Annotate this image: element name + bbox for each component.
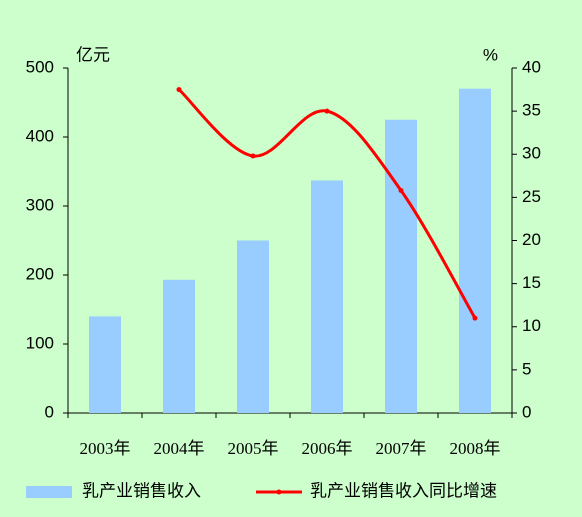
legend-swatch-point: [276, 489, 282, 495]
y2-tick-label: 35: [522, 101, 541, 120]
y2-tick-label: 10: [522, 316, 541, 335]
line-point: [398, 187, 404, 193]
bar: [385, 119, 417, 413]
line-point: [324, 108, 330, 114]
x-tick-label: 2006年: [302, 439, 353, 458]
y-tick-label: 400: [26, 126, 54, 145]
y2-tick-label: 5: [522, 359, 531, 378]
line-point: [250, 153, 256, 159]
y-tick-label: 100: [26, 333, 54, 352]
y-tick-label: 300: [26, 195, 54, 214]
y2-tick-label: 0: [522, 402, 531, 421]
bar: [163, 279, 195, 413]
y2-tick-label: 40: [522, 57, 541, 76]
legend-label: 乳产业销售收入同比增速: [310, 481, 497, 500]
y2-tick-label: 15: [522, 273, 541, 292]
y2-tick-label: 20: [522, 230, 541, 249]
bar: [459, 88, 491, 413]
x-tick-label: 2003年: [80, 439, 131, 458]
legend-label: 乳产业销售收入: [82, 481, 201, 500]
y-tick-label: 500: [26, 57, 54, 76]
x-tick-label: 2008年: [450, 439, 501, 458]
y-tick-label: 0: [45, 402, 54, 421]
y-tick-label: 200: [26, 264, 54, 283]
y2-tick-label: 30: [522, 144, 541, 163]
x-tick-label: 2004年: [154, 439, 205, 458]
y-axis-label: 亿元: [76, 45, 110, 64]
y2-tick-label: 25: [522, 187, 541, 206]
legend-swatch: [26, 486, 72, 498]
bar: [237, 240, 269, 413]
y2-axis-label: %: [483, 45, 498, 64]
bar: [89, 316, 121, 413]
x-tick-label: 2007年: [376, 439, 427, 458]
line-point: [472, 315, 478, 321]
x-tick-label: 2005年: [228, 439, 279, 458]
line-point: [176, 87, 182, 93]
bar: [311, 180, 343, 413]
